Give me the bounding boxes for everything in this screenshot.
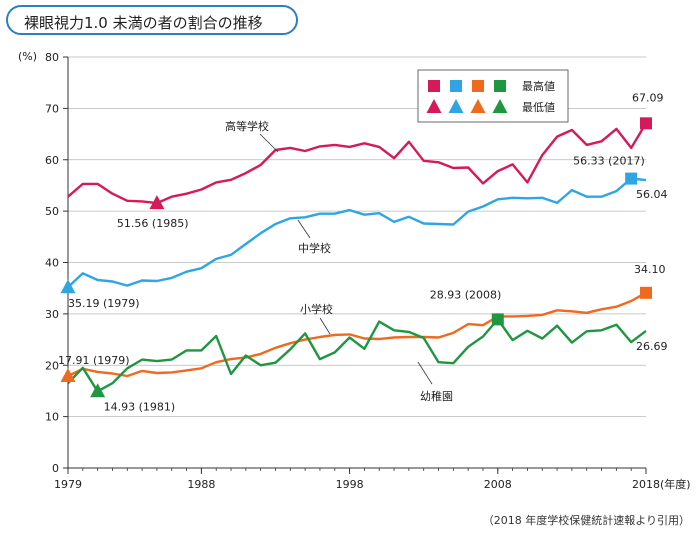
legend-max-swatch-elementary — [472, 80, 484, 92]
value-label-middle-min: 35.19 (1979) — [68, 297, 140, 310]
x-tick-label: 1979 — [54, 478, 82, 491]
series-line-high — [67, 122, 648, 205]
x-tick-label: 1998 — [336, 478, 364, 491]
value-label-elementary-max: 34.10 — [634, 263, 666, 276]
y-tick-label: 20 — [45, 359, 59, 372]
y-tick-label: 10 — [45, 411, 59, 424]
legend-min-swatch-middle — [448, 99, 464, 113]
y-axis-label: (%) — [18, 50, 37, 63]
x-axis-label: (年度) — [660, 477, 691, 491]
x-tick-label: 1988 — [187, 478, 215, 491]
value-label-middle-max: 56.33 (2017) — [573, 155, 645, 168]
y-tick-label: 40 — [45, 257, 59, 270]
max-marker-elementary — [640, 286, 652, 299]
value-label-kinder-min: 14.93 (1981) — [104, 400, 176, 413]
y-tick-label: 60 — [45, 154, 59, 167]
series-name-elementary: 小学校 — [300, 302, 333, 316]
legend-box — [417, 69, 569, 123]
legend-max-swatch-kinder — [494, 80, 506, 92]
series-line-kinder — [67, 318, 647, 393]
max-marker-high — [640, 117, 652, 130]
min-marker-middle — [60, 279, 76, 294]
min-marker-kinder — [90, 383, 106, 398]
min-marker-high — [149, 195, 165, 210]
label-layer: 67.09 51.56 (1985) 56.33 (2017) 35.19 (1979… — [58, 91, 668, 413]
y-tick-label: 80 — [45, 51, 59, 64]
legend-min-swatch-elementary — [470, 99, 486, 113]
y-tick-label: 0 — [52, 462, 59, 475]
value-label-middle-last: 56.04 — [636, 188, 668, 201]
max-marker-middle — [625, 172, 638, 185]
marker-layer — [60, 117, 652, 398]
legend-max-swatch-high — [428, 80, 440, 92]
x-tick-label: 2008 — [484, 478, 512, 491]
title-box: 裸眼視力1.0 未満の者の割合の推移 — [6, 5, 298, 35]
legend-min-swatch-kinder — [492, 99, 508, 113]
value-label-kinder-max: 28.93 (2008) — [430, 288, 502, 301]
legend-min-label: 最低値 — [522, 101, 555, 114]
y-tick-label: 30 — [45, 308, 59, 321]
min-marker-elementary — [60, 367, 76, 382]
x-tick-label: 2018 — [632, 478, 660, 491]
callout-leader-middle — [297, 219, 311, 239]
legend-max-swatch-middle — [450, 80, 462, 92]
chart-title: 裸眼視力1.0 未満の者の割合の推移 — [24, 14, 263, 32]
value-label-high-min: 51.56 (1985) — [117, 217, 189, 230]
value-label-high-max: 67.09 — [632, 91, 664, 104]
y-tick-label: 70 — [45, 102, 59, 115]
value-label-kinder-last: 26.69 — [636, 340, 668, 353]
series-name-high: 高等学校 — [225, 119, 269, 133]
legend-min-swatch-high — [426, 99, 442, 113]
source-note: （2018 年度学校保健統計速報より引用） — [482, 514, 690, 527]
y-tick-label: 50 — [45, 205, 59, 218]
series-layer — [67, 122, 648, 393]
callout-leader-high — [259, 133, 279, 153]
axes: 0 10 20 30 40 50 60 70 80 1979 1988 1998 2008 2018 (年度… — [18, 50, 691, 491]
callout-leader-kinder — [417, 361, 433, 385]
series-name-kinder: 幼稚園 — [420, 390, 453, 403]
series-line-middle — [67, 177, 647, 289]
legend-max-label: 最高値 — [522, 79, 555, 93]
max-marker-kinder — [491, 313, 504, 326]
value-label-elementary-min: 17.91 (1979) — [58, 354, 130, 367]
series-name-middle: 中学校 — [298, 241, 331, 255]
series-line-elementary — [67, 291, 647, 378]
callout-leader-elementary — [319, 317, 331, 335]
